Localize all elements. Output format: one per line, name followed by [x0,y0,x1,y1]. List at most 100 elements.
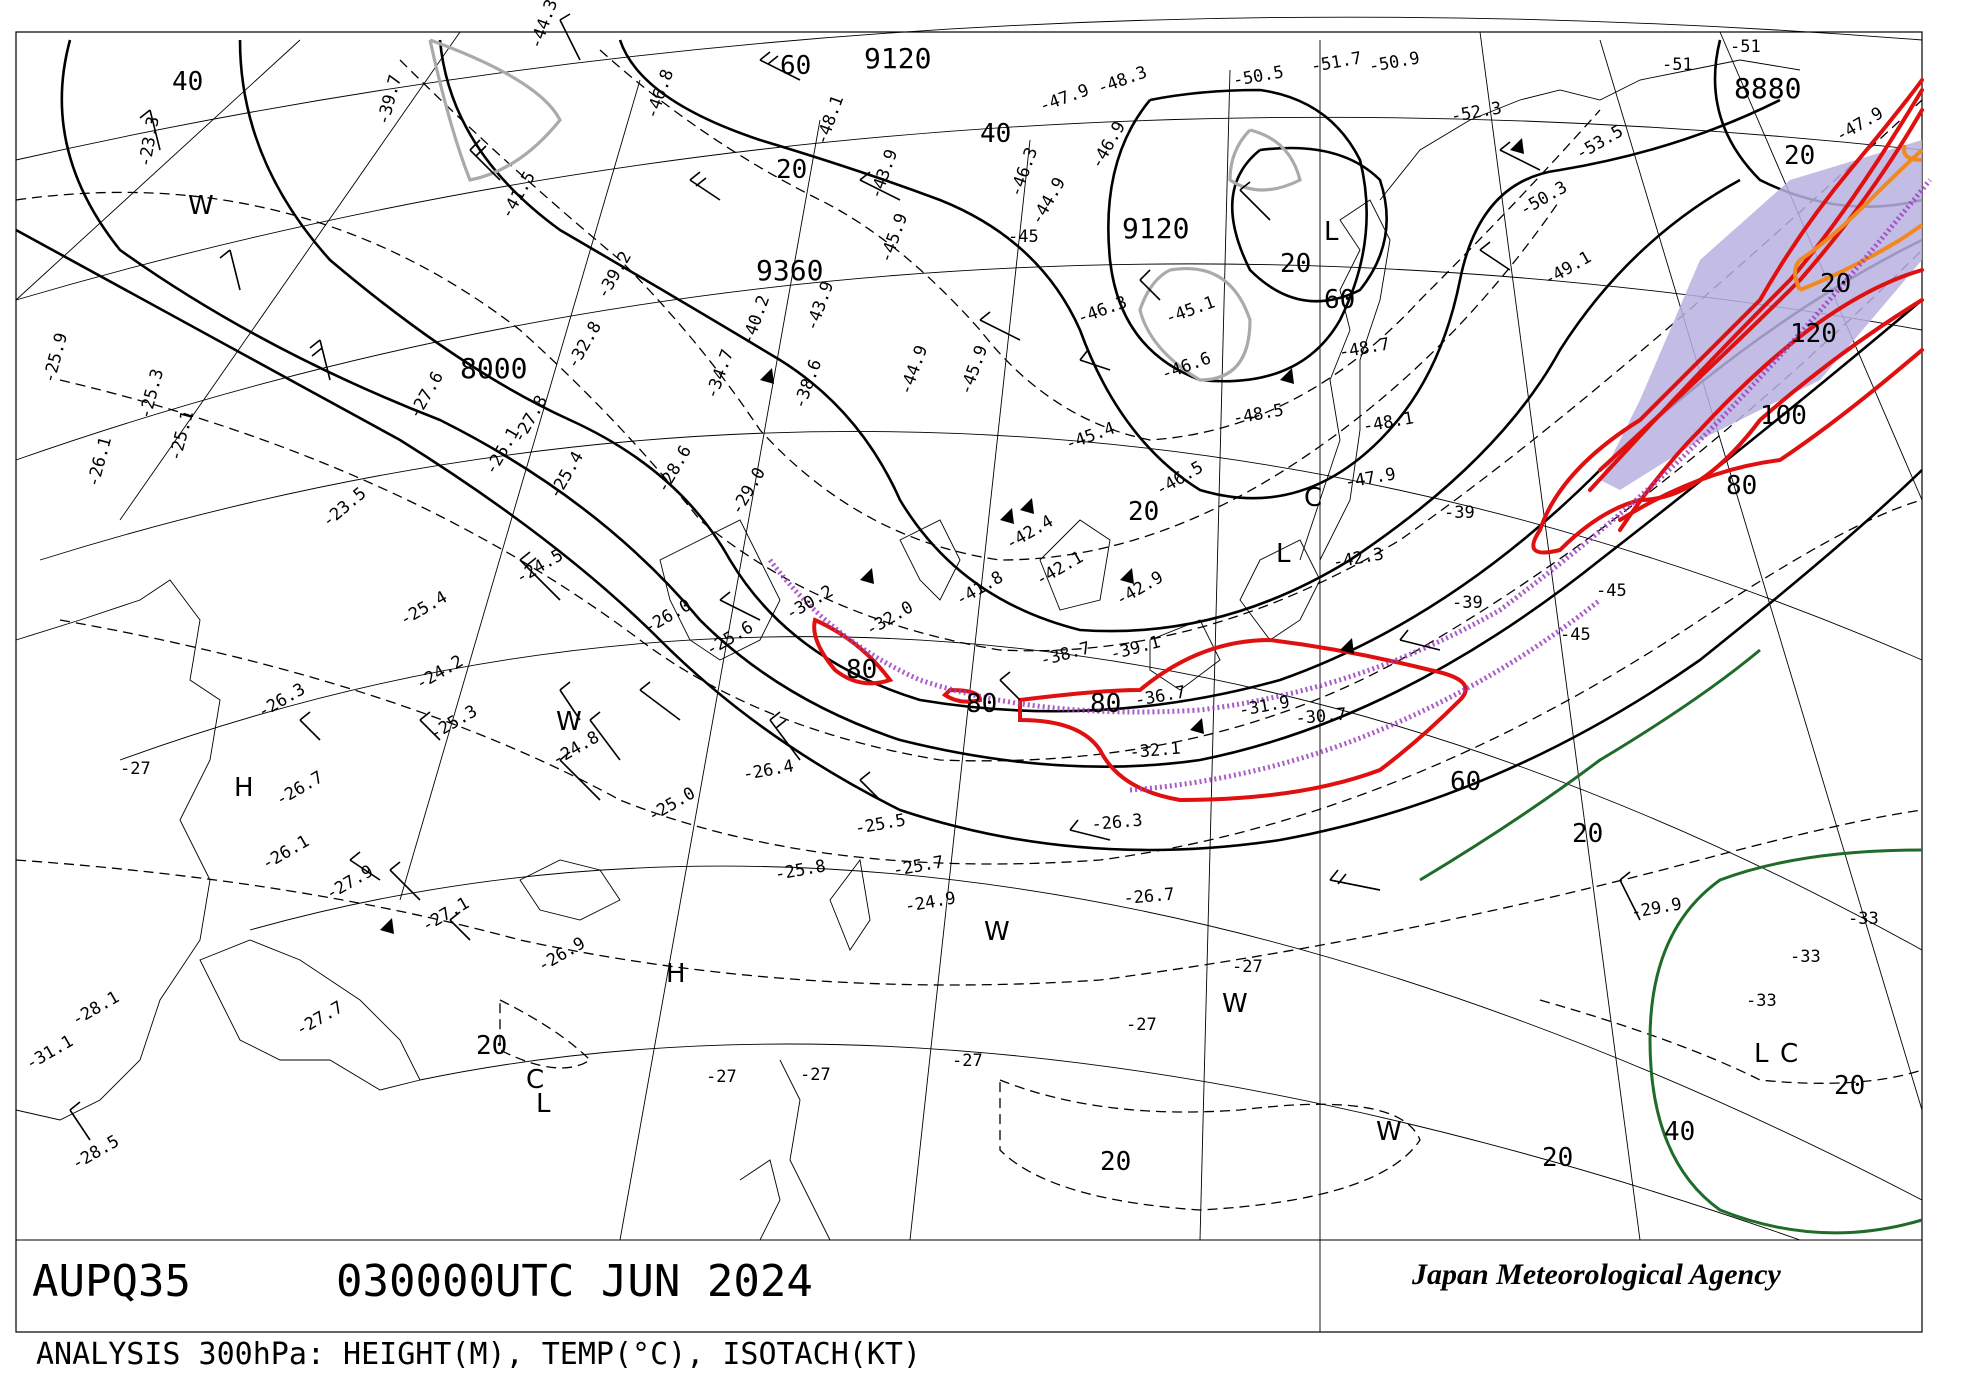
temp-label: -39 [1452,593,1483,613]
temp-label: -25.0 [645,783,699,826]
temp-label: -46.3 [1006,145,1042,200]
gray-isotachs [428,38,1302,382]
low-center-label: L [1276,539,1291,569]
temp-label: -26.1 [84,435,117,490]
temp-label: -24.9 [903,888,957,917]
temp-label: -31.9 [1237,692,1291,721]
warm-center-label: W [984,917,1010,947]
height-label: 9120 [1122,212,1189,245]
temp-label: -42.9 [1113,567,1167,610]
temp-label: -46.8 [642,67,678,122]
temp-label: -28.1 [69,987,123,1030]
temp-label: -28.5 [69,1131,123,1174]
temp-label: -30.2 [783,581,837,624]
temp-label: -48.1 [812,93,848,148]
isotach-label: 40 [1664,1117,1695,1147]
temp-label: -24.2 [413,651,467,694]
isotach-label: 20 [1100,1147,1131,1177]
temp-label: -32.0 [863,597,917,640]
temp-label: -40.2 [738,293,774,348]
temperature-labels: -23.3 -25.9 -25.3 -25.1 -26.1 -23.5 -25.… [23,0,1887,1174]
low-center-label: L [1754,1039,1769,1069]
temp-label: -25.3 [136,367,169,422]
isotach-labels: 40 20 60 40 20 60 80 80 80 100 120 80 60… [172,51,1865,1177]
temp-label: -29.0 [727,464,770,518]
isotherms [15,49,1923,1211]
isotach-label: 20 [1280,249,1311,279]
temp-label: -46.3 [1075,292,1130,328]
cold-center-label: C [1304,483,1322,513]
temp-label: -39.7 [374,73,407,128]
temp-label: -31.1 [23,1031,77,1074]
temp-label: -50.9 [1367,48,1421,77]
low-center-label: L [536,1089,551,1119]
isotach-label: 80 [1090,689,1121,719]
temp-label: -32.8 [563,318,606,372]
temp-label: -30.7 [1295,705,1348,729]
isotach-label: 80 [846,655,877,685]
temp-label: -45.1 [1163,292,1218,328]
warm-center-label: W [556,707,582,737]
height-label: 9120 [864,42,931,75]
temp-label: -50.5 [1231,62,1285,91]
temp-label: -26.9 [535,933,589,976]
isotach-label: 60 [1324,285,1355,315]
temp-label: -25.1 [481,424,524,478]
temp-label: -25.5 [853,810,907,839]
temp-label: -25.1 [166,409,199,464]
temp-label: -45.9 [956,343,992,398]
temp-label: -47.9 [1833,103,1887,146]
jet-core-shade [1600,140,1922,490]
pressure-centers: H H L L L L C C C W W W W W [188,191,1798,1147]
temp-label: -38.6 [790,357,826,412]
temp-label: -26.3 [1091,811,1144,835]
green-isotachs [1419,648,1923,1235]
temp-label: -27.1 [419,893,473,936]
temp-label: -44.9 [1027,174,1070,228]
temp-label: -27.7 [293,997,347,1040]
temp-label: -25.9 [40,331,73,386]
isotach-label: 80 [966,689,997,719]
isotach-label: 20 [776,155,807,185]
temp-label: -47.9 [1343,464,1397,493]
temp-label: -39.1 [1108,632,1163,665]
warm-center-label: W [188,191,214,221]
temp-label: -27.9 [323,861,377,904]
temp-label: -43.9 [802,279,838,334]
temp-label: -51 [1662,55,1693,75]
high-center-label: H [234,773,254,803]
temp-label: -25.4 [545,448,588,502]
isotach-label: 80 [1726,471,1757,501]
jet-axis [768,178,1932,793]
temp-label: -27 [1232,957,1263,977]
height-labels: 9120 9360 9120 8880 8000 [460,42,1801,385]
isotach-label: 40 [172,67,203,97]
temp-label: -46.5 [1153,457,1207,500]
temp-label: -25.8 [773,856,827,885]
temp-label: -42.3 [1331,544,1385,573]
temp-label: -44.3 [526,0,562,52]
wind-barbs [69,13,1641,1141]
temp-label: -27 [952,1051,983,1071]
temp-label: -27.6 [405,368,448,422]
isotach-label: 60 [780,51,811,81]
height-label: 8880 [1734,72,1801,105]
temp-label: -52.3 [1449,98,1503,127]
temp-label: -23.5 [318,484,370,532]
temp-label: -26.3 [255,679,309,722]
temp-label: -50.3 [1517,177,1571,220]
temp-label: -48.5 [1231,400,1285,429]
temp-label: -45.4 [1063,418,1118,454]
temp-label: -47.9 [1037,80,1092,116]
temp-label: -23.3 [135,115,164,169]
low-center-label: L [1324,217,1339,247]
cold-center-label: C [1780,1039,1798,1069]
red-isotachs [812,78,1924,803]
isotach-label: 20 [1542,1143,1573,1173]
isotach-label: 60 [1450,767,1481,797]
temp-label: -45 [1596,581,1627,601]
chart-code: AUPQ35 [32,1256,191,1307]
temp-label: -24.5 [513,545,567,588]
temp-label: -27 [706,1067,737,1087]
temp-label: -32.1 [1129,739,1182,763]
